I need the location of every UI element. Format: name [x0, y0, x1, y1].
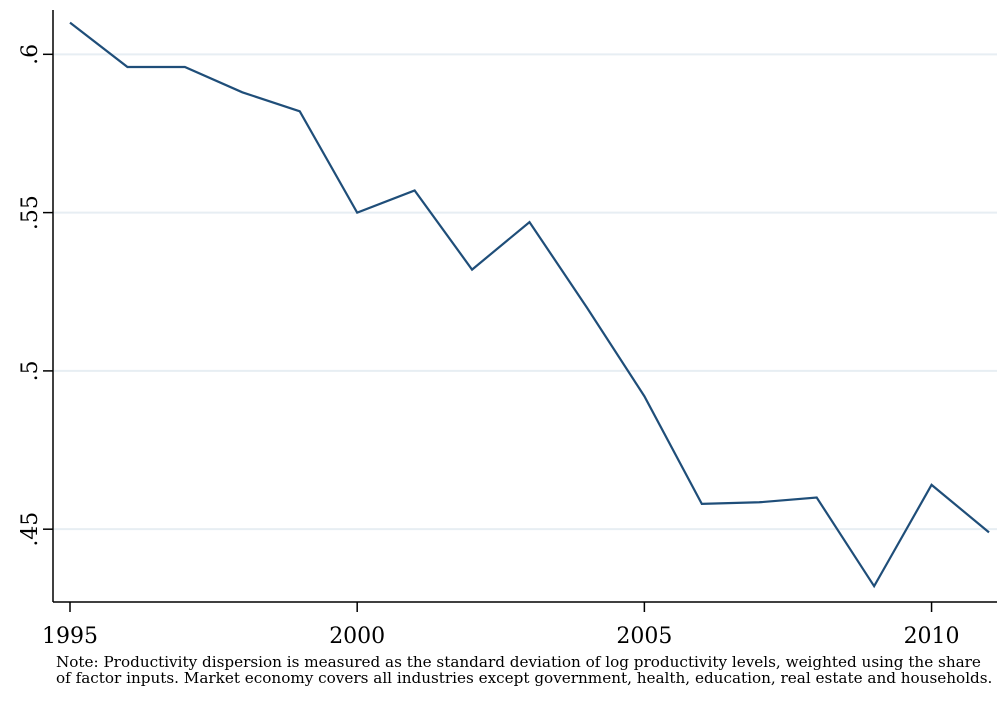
data-point: [125, 65, 129, 69]
data-point: [930, 483, 934, 487]
data-point: [815, 496, 819, 500]
data-point: [700, 502, 704, 506]
axis-layer: [43, 10, 997, 612]
x-tick-label: 2010: [904, 624, 960, 649]
y-tick-label: .6: [18, 44, 43, 65]
line-chart: .45 .5 .55 .6 1995 2000 2005 2010: [18, 10, 997, 649]
y-tick-label: .55: [18, 195, 43, 230]
tick-labels: .45 .5 .55 .6 1995 2000 2005 2010: [18, 44, 960, 649]
x-tick-label: 2005: [616, 624, 672, 649]
data-point: [987, 530, 991, 534]
data-point: [585, 306, 589, 310]
data-point: [642, 394, 646, 398]
y-tick-label: .45: [18, 512, 43, 547]
data-point: [355, 211, 359, 215]
data-point: [68, 21, 72, 25]
data-points: [68, 21, 991, 589]
productivity-dispersion-line: [69, 21, 990, 589]
grid-layer: [54, 53, 997, 531]
x-tick-label: 2000: [329, 624, 385, 649]
chart-note: Note: Productivity dispersion is measure…: [56, 653, 993, 687]
data-point: [872, 584, 876, 588]
data-point: [183, 65, 187, 69]
series-layer: [69, 21, 990, 589]
y-tick-label: .5: [18, 360, 43, 381]
data-point: [240, 90, 244, 94]
data-point: [298, 109, 302, 113]
data-point: [413, 188, 417, 192]
data-point: [528, 220, 532, 224]
data-point: [757, 500, 761, 504]
x-tick-label: 1995: [42, 624, 98, 649]
data-point: [470, 268, 474, 272]
